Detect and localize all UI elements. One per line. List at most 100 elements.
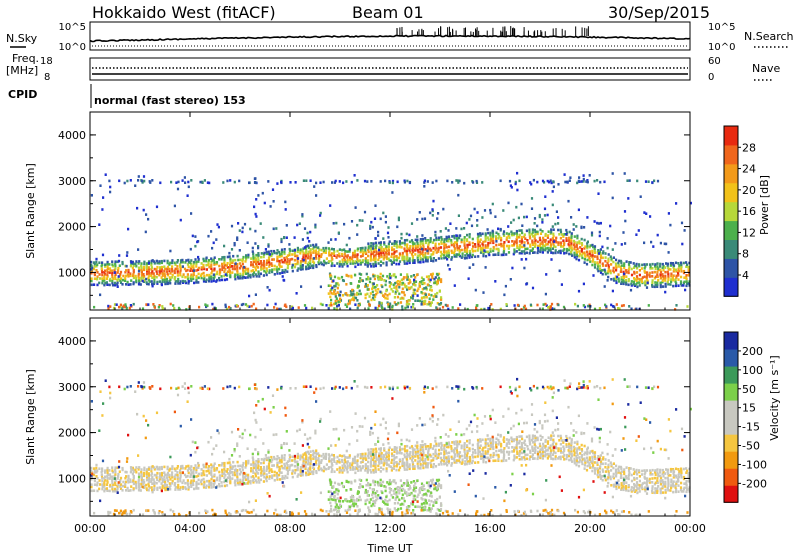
- power-cell: [620, 261, 623, 264]
- power-cell: [489, 208, 492, 212]
- power-cell: [632, 280, 635, 284]
- power-cell: [567, 199, 570, 203]
- velocity-cell: [416, 454, 419, 458]
- velocity-cell: [288, 465, 291, 469]
- velocity-cell: [341, 460, 344, 464]
- velocity-cell: [281, 466, 284, 470]
- velocity-cell: [507, 407, 510, 411]
- velocity-cell: [124, 485, 127, 488]
- power-cell: [106, 268, 109, 272]
- power-cell: [357, 304, 360, 307]
- velocity-cell: [362, 459, 365, 462]
- velocity-cell: [267, 449, 270, 452]
- power-cell: [199, 180, 202, 184]
- velocity-cell: [304, 467, 307, 470]
- velocity-cell: [139, 489, 142, 492]
- velocity-cell: [546, 419, 549, 423]
- velocity-cell: [283, 454, 286, 457]
- velocity-cell: [554, 451, 557, 455]
- power-cell: [274, 302, 277, 306]
- power-cell: [510, 230, 513, 234]
- power-cell: [538, 215, 541, 219]
- power-cell: [219, 271, 222, 274]
- power-cell: [403, 180, 406, 184]
- power-cell: [164, 267, 167, 271]
- power-cell: [382, 211, 385, 215]
- power-cell: [687, 282, 690, 285]
- power-cell: [271, 252, 274, 256]
- velocity-cell: [117, 475, 120, 478]
- power-cell: [280, 265, 283, 268]
- power-cell: [528, 235, 531, 238]
- power-cell: [430, 259, 433, 262]
- power-cell: [434, 248, 437, 252]
- power-x-ticks: [89, 112, 691, 310]
- velocity-cell: [539, 454, 542, 458]
- velocity-cell: [118, 470, 121, 473]
- velocity-cell: [213, 473, 216, 477]
- velocity-cell: [398, 446, 401, 449]
- power-cell: [392, 248, 396, 251]
- velocity-cell: [161, 478, 164, 481]
- velocity-cell: [551, 453, 554, 456]
- power-cell: [265, 273, 268, 277]
- power-cell: [576, 234, 579, 238]
- velocity-cell: [106, 489, 109, 492]
- power-cell: [455, 227, 458, 230]
- power-cell: [333, 181, 336, 184]
- power-cell: [646, 279, 649, 283]
- velocity-cell: [405, 457, 408, 461]
- power-cell: [390, 287, 393, 291]
- power-cell: [437, 279, 440, 283]
- velocity-cell: [515, 456, 518, 459]
- velocity-cell: [565, 443, 568, 446]
- velocity-cell: [150, 467, 153, 471]
- power-cell: [429, 278, 432, 282]
- power-cell: [557, 243, 560, 247]
- velocity-cell: [497, 459, 500, 462]
- velocity-cell: [210, 469, 213, 473]
- velocity-cell: [366, 469, 369, 473]
- power-cell: [161, 274, 164, 277]
- power-cell: [640, 277, 643, 281]
- power-cell: [584, 245, 587, 248]
- power-cell: [646, 274, 649, 277]
- power-cell: [271, 270, 274, 274]
- velocity-cell: [276, 478, 279, 481]
- velocity-cell: [395, 461, 398, 464]
- power-cell: [117, 275, 120, 278]
- power-cell: [208, 265, 211, 269]
- power-cell: [513, 251, 516, 254]
- velocity-cell: [570, 442, 573, 445]
- power-cell: [315, 253, 318, 256]
- velocity-cell: [266, 465, 269, 468]
- power-cell: [612, 277, 615, 281]
- power-cell: [599, 267, 602, 270]
- velocity-cell: [192, 479, 195, 483]
- velocity-cell: [510, 427, 513, 430]
- power-cell: [529, 249, 532, 252]
- power-cell: [187, 280, 190, 283]
- velocity-cell: [189, 483, 192, 486]
- power-cell: [307, 261, 310, 264]
- velocity-cell: [179, 486, 182, 489]
- velocity-cell: [346, 470, 349, 474]
- power-cell: [586, 180, 589, 184]
- power-cell: [419, 252, 422, 256]
- power-cell: [176, 265, 179, 268]
- power-cell: [374, 264, 377, 268]
- velocity-cell: [479, 457, 483, 460]
- power-cell: [510, 233, 514, 237]
- power-cell: [575, 257, 578, 261]
- power-cell: [412, 303, 415, 306]
- power-cell: [443, 244, 446, 247]
- power-cell: [551, 203, 554, 207]
- power-cell: [382, 237, 385, 240]
- power-cell: [332, 292, 335, 296]
- power-cell: [247, 255, 250, 259]
- velocity-cell: [337, 437, 340, 441]
- power-cell: [387, 257, 390, 261]
- velocity-cell: [502, 415, 505, 418]
- velocity-cell: [220, 481, 223, 484]
- power-cell: [370, 180, 373, 183]
